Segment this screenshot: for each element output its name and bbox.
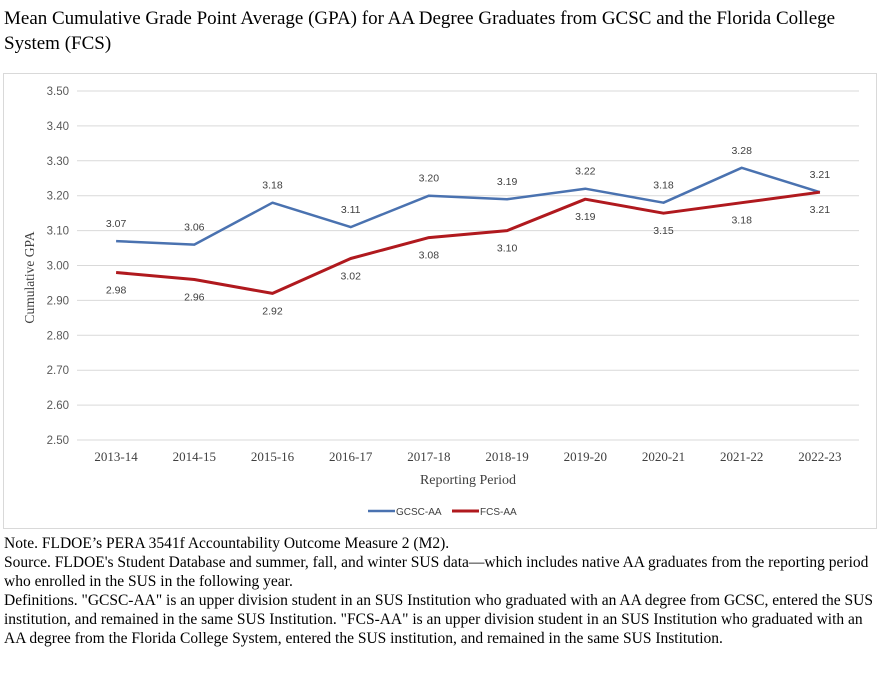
data-label: 3.06	[184, 222, 205, 234]
chart-container: 2.50 2.60 2.70 2.80 2.90 3.00 3.10 3.20 3.30 3.40…	[3, 73, 877, 529]
data-label: 3.08	[419, 250, 440, 262]
data-label: 3.28	[731, 145, 752, 157]
y-tick-label: 3.50	[47, 86, 69, 98]
data-label: 2.98	[106, 284, 127, 296]
y-tick-label: 2.80	[47, 330, 69, 342]
chart-title: Mean Cumulative Grade Point Average (GPA…	[4, 8, 836, 54]
x-tick-label: 2021-22	[720, 449, 763, 464]
y-tick-label: 2.70	[47, 365, 69, 377]
y-axis-title: Cumulative GPA	[22, 231, 37, 323]
definitions-text: Definitions. "GCSC-AA" is an upper divis…	[4, 592, 873, 647]
y-tick-label: 2.50	[47, 435, 69, 447]
x-tick-label: 2013-14	[94, 449, 138, 464]
legend-label: GCSC-AA	[396, 507, 442, 518]
y-tick-label: 3.00	[47, 261, 69, 273]
x-tick-label: 2018-19	[485, 449, 528, 464]
data-label: 3.11	[341, 204, 361, 216]
x-tick-label: 2015-16	[251, 449, 295, 464]
data-label: 3.10	[497, 243, 518, 255]
x-tick-label: 2014-15	[173, 449, 216, 464]
y-tick-label: 3.30	[47, 156, 69, 168]
x-axis-title: Reporting Period	[420, 473, 516, 488]
source-text: Source. FLDOE's Student Database and sum…	[4, 554, 869, 590]
data-label: 3.07	[106, 218, 127, 230]
data-label: 2.92	[262, 305, 283, 317]
data-label: 3.19	[497, 176, 518, 188]
y-tick-label: 2.90	[47, 295, 69, 307]
data-label: 3.21	[810, 204, 831, 216]
y-tick-label: 2.60	[47, 400, 69, 412]
data-label: 2.96	[184, 291, 205, 303]
data-label: 3.20	[419, 173, 440, 185]
data-label: 3.02	[340, 271, 361, 283]
y-tick-label: 3.20	[47, 191, 69, 203]
data-label: 3.18	[262, 180, 283, 192]
x-tick-label: 2017-18	[407, 449, 450, 464]
series-line-fcs-aa	[115, 190, 821, 295]
data-label: 3.22	[575, 166, 596, 178]
x-tick-label: 2016-17	[329, 449, 373, 464]
x-tick-label: 2019-20	[564, 449, 607, 464]
x-tick-label: 2020-21	[642, 449, 685, 464]
data-label: 3.18	[653, 180, 674, 192]
data-label: 3.15	[653, 225, 674, 237]
line-chart: 2.50 2.60 2.70 2.80 2.90 3.00 3.10 3.20 3.30 3.40…	[22, 86, 859, 518]
y-tick-label: 3.40	[47, 121, 69, 133]
y-tick-label: 3.10	[47, 226, 69, 238]
note-text: Note. FLDOE’s PERA 3541f Accountability …	[4, 535, 450, 552]
x-tick-label: 2022-23	[798, 449, 841, 464]
data-label: 3.18	[731, 215, 752, 227]
legend-label: FCS-AA	[480, 507, 517, 518]
data-label: 3.21	[810, 169, 831, 181]
chart-notes: Note. FLDOE’s PERA 3541f Accountability …	[4, 534, 876, 648]
data-label: 3.19	[575, 211, 596, 223]
series-line-gcsc-aa	[116, 166, 821, 246]
